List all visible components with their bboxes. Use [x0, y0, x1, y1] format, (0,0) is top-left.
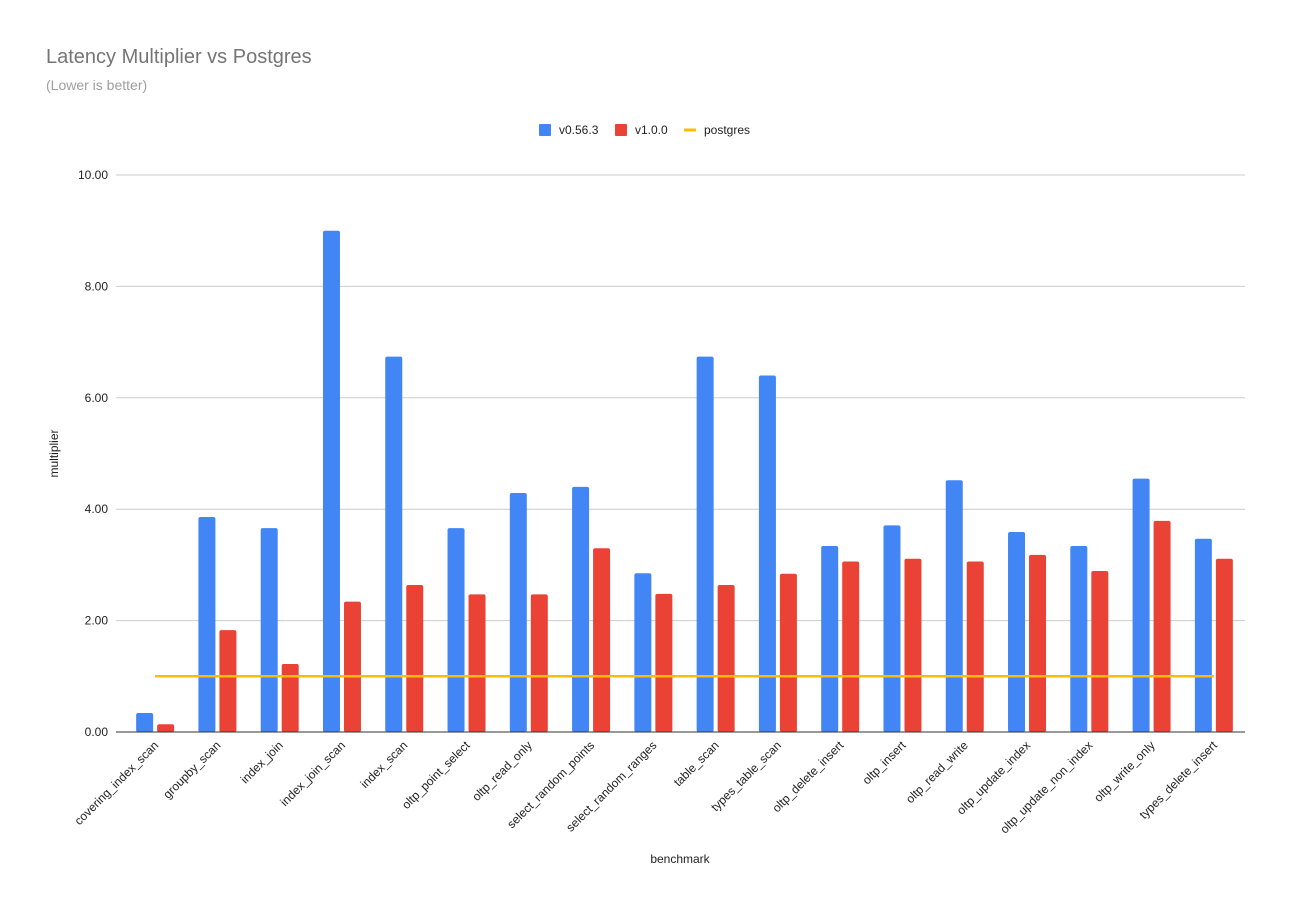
- grid-lines: [116, 174, 1245, 622]
- bar-v1.0.0-oltp_update_index: [1029, 554, 1047, 732]
- bar-v1.0.0-select_random_ranges: [655, 593, 673, 732]
- bar-v0.56.3-select_random_points: [572, 486, 590, 732]
- bar-v0.56.3-table_scan: [696, 356, 714, 732]
- x-tick-label: oltp_point_select: [399, 738, 473, 812]
- bar-v1.0.0-table_scan: [717, 584, 735, 732]
- bar-v0.56.3-types_delete_insert: [1194, 538, 1212, 732]
- x-tick-label: oltp_read_only: [469, 738, 535, 804]
- bar-v1.0.0-select_random_points: [593, 548, 611, 732]
- legend-swatch-v1.0.0: [615, 124, 627, 136]
- legend-swatch-v0.56.3: [539, 124, 551, 136]
- bar-v1.0.0-types_table_scan: [779, 573, 797, 732]
- x-tick-label: index_join_scan: [277, 738, 348, 809]
- x-tick-label: oltp_write_only: [1091, 738, 1158, 805]
- y-tick-label: 0.00: [85, 725, 109, 739]
- chart-title: Latency Multiplier vs Postgres: [46, 46, 312, 68]
- y-tick-label: 10.00: [78, 168, 108, 182]
- x-tick-label: oltp_insert: [860, 738, 910, 788]
- bar-v0.56.3-oltp_delete_insert: [821, 545, 839, 732]
- bar-v1.0.0-oltp_point_select: [468, 594, 486, 732]
- bar-v0.56.3-oltp_read_write: [945, 480, 963, 732]
- bar-v0.56.3-groupby_scan: [198, 516, 216, 732]
- bar-v1.0.0-oltp_insert: [904, 558, 922, 732]
- y-tick-label: 8.00: [85, 279, 109, 293]
- chart-subtitle: (Lower is better): [46, 77, 148, 93]
- bar-v0.56.3-covering_index_scan: [136, 713, 154, 732]
- x-axis-title: benchmark: [650, 852, 710, 866]
- bar-v0.56.3-oltp_write_only: [1132, 478, 1150, 732]
- bar-v0.56.3-oltp_read_only: [509, 493, 527, 732]
- bar-v0.56.3-oltp_point_select: [447, 528, 465, 732]
- legend: v0.56.3 v1.0.0 postgres: [539, 123, 750, 137]
- x-axis-ticks: covering_index_scan groupby_scan index_joi…: [72, 738, 1221, 837]
- bar-v1.0.0-oltp_update_non_index: [1091, 571, 1109, 732]
- x-tick-label: table_scan: [671, 738, 722, 789]
- bar-v0.56.3-index_join_scan: [322, 230, 340, 732]
- y-axis-ticks: 0.00 2.00 4.00 6.00 8.00 10.00: [78, 168, 108, 739]
- bar-v1.0.0-types_delete_insert: [1215, 558, 1233, 732]
- bar-v0.56.3-oltp_insert: [883, 525, 901, 732]
- bar-v0.56.3-oltp_update_index: [1008, 532, 1026, 732]
- x-tick-label: groupby_scan: [160, 738, 223, 801]
- bar-v1.0.0-index_join_scan: [343, 601, 361, 732]
- x-tick-label: index_scan: [358, 738, 411, 791]
- bar-v1.0.0-covering_index_scan: [157, 724, 175, 732]
- bar-v1.0.0-index_scan: [406, 584, 424, 732]
- bar-v1.0.0-oltp_write_only: [1153, 520, 1171, 732]
- legend-label-postgres: postgres: [704, 123, 750, 137]
- legend-label-v0.56.3: v0.56.3: [559, 123, 599, 137]
- y-tick-label: 2.00: [85, 614, 109, 628]
- legend-label-v1.0.0: v1.0.0: [635, 123, 668, 137]
- bar-v1.0.0-oltp_read_only: [530, 594, 548, 732]
- bar-v0.56.3-types_table_scan: [758, 375, 776, 732]
- bar-v1.0.0-groupby_scan: [219, 630, 237, 732]
- x-tick-label: oltp_read_write: [903, 738, 971, 806]
- y-tick-label: 6.00: [85, 391, 109, 405]
- bar-v0.56.3-index_join: [260, 528, 278, 732]
- bar-v1.0.0-index_join: [281, 664, 299, 732]
- bar-v0.56.3-index_scan: [385, 356, 403, 732]
- bar-v1.0.0-oltp_delete_insert: [842, 561, 860, 732]
- y-tick-label: 4.00: [85, 502, 109, 516]
- bar-v0.56.3-select_random_ranges: [634, 573, 652, 732]
- bar-v0.56.3-oltp_update_non_index: [1070, 545, 1088, 732]
- bar-v1.0.0-oltp_read_write: [966, 561, 984, 732]
- y-axis-title: multiplier: [47, 429, 61, 477]
- x-tick-label: index_join: [238, 738, 286, 786]
- bars: [136, 230, 1233, 732]
- x-tick-label: covering_index_scan: [72, 738, 162, 828]
